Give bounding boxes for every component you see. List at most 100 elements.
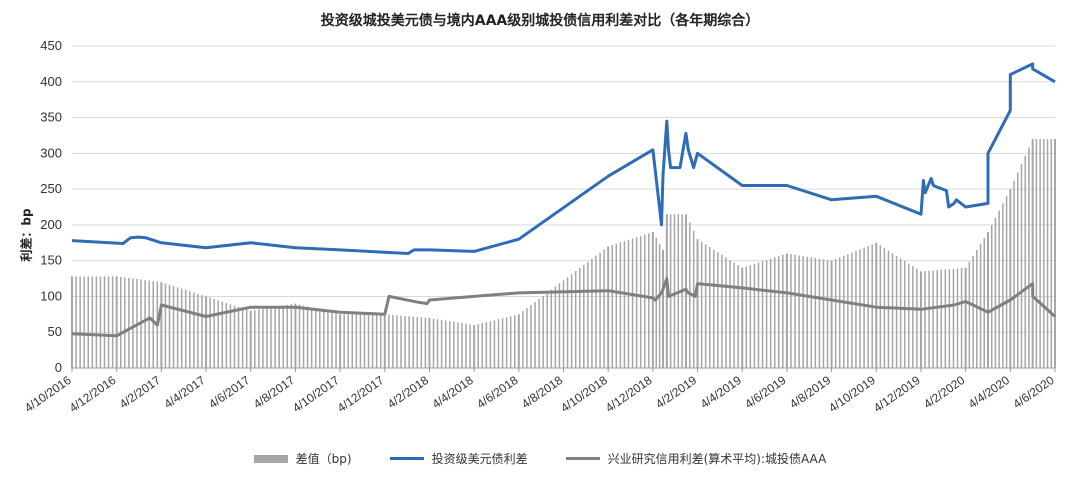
bar bbox=[376, 314, 378, 368]
bar bbox=[335, 313, 337, 368]
bar bbox=[616, 244, 618, 368]
bar bbox=[770, 259, 772, 368]
bar bbox=[591, 259, 593, 368]
bar bbox=[400, 316, 402, 368]
bar bbox=[425, 318, 427, 368]
bar bbox=[100, 276, 102, 368]
bar bbox=[534, 302, 536, 368]
bar bbox=[453, 322, 455, 368]
bar bbox=[640, 236, 642, 368]
bar bbox=[725, 257, 727, 368]
bar bbox=[274, 307, 276, 368]
bar bbox=[343, 314, 345, 368]
bar bbox=[412, 317, 414, 368]
bar bbox=[193, 293, 195, 368]
chart-title: 投资级城投美元债与境内AAA级别城投债信用利差对比（各年期综合） bbox=[0, 10, 1080, 30]
bar bbox=[782, 255, 784, 368]
bar bbox=[177, 287, 179, 368]
bar bbox=[294, 304, 296, 368]
bar bbox=[1051, 139, 1053, 368]
bar bbox=[347, 314, 349, 368]
legend-item: 投资级美元债利差 bbox=[390, 450, 528, 467]
bar bbox=[1036, 139, 1038, 368]
bar bbox=[87, 276, 89, 368]
bar bbox=[461, 323, 463, 368]
bar bbox=[1002, 203, 1004, 368]
x-tick-label: 4/4/2018 bbox=[430, 373, 477, 411]
x-tick-label: 4/6/2019 bbox=[742, 373, 789, 411]
bar bbox=[547, 293, 549, 368]
legend-bar-swatch bbox=[254, 455, 288, 463]
bar bbox=[936, 270, 938, 368]
bar bbox=[518, 314, 520, 368]
bar bbox=[794, 255, 796, 368]
bar bbox=[896, 256, 898, 368]
x-tick-label: 4/2/2017 bbox=[117, 373, 164, 411]
bar bbox=[953, 269, 955, 368]
bar bbox=[181, 289, 183, 368]
bar bbox=[441, 320, 443, 368]
bar bbox=[315, 308, 317, 368]
bar bbox=[299, 305, 301, 368]
x-tick-label: 4/10/2017 bbox=[290, 373, 342, 415]
x-tick-label: 4/2/2020 bbox=[921, 373, 968, 411]
bar bbox=[823, 259, 825, 368]
y-tick-label: 100 bbox=[40, 288, 62, 303]
bar bbox=[713, 250, 715, 368]
bar bbox=[104, 276, 106, 368]
bar bbox=[169, 285, 171, 368]
y-tick-label: 250 bbox=[40, 181, 62, 196]
bar bbox=[611, 245, 613, 368]
bar bbox=[709, 247, 711, 368]
bar bbox=[957, 268, 959, 368]
bar bbox=[969, 262, 971, 368]
bar bbox=[928, 271, 930, 368]
bar bbox=[498, 319, 500, 368]
bar bbox=[96, 276, 98, 368]
x-tick-label: 4/4/2019 bbox=[698, 373, 745, 411]
x-tick-label: 4/4/2020 bbox=[966, 373, 1013, 411]
x-tick-label: 4/4/2017 bbox=[161, 373, 208, 411]
bar bbox=[307, 307, 309, 368]
x-tick-label: 4/2/2019 bbox=[653, 373, 700, 411]
x-tick-label: 4/10/2016 bbox=[22, 373, 74, 415]
bar bbox=[120, 277, 122, 368]
bar bbox=[835, 259, 837, 368]
bar bbox=[250, 311, 252, 368]
bar bbox=[542, 296, 544, 368]
bar bbox=[1006, 196, 1008, 368]
bar bbox=[197, 294, 199, 368]
bar bbox=[746, 267, 748, 368]
bar bbox=[364, 314, 366, 368]
bar bbox=[851, 253, 853, 368]
bar bbox=[71, 276, 73, 368]
bar bbox=[741, 268, 743, 368]
bar bbox=[506, 317, 508, 368]
bar bbox=[530, 305, 532, 368]
bar bbox=[843, 256, 845, 368]
bar bbox=[526, 308, 528, 368]
y-axis-label-box: 利差：bp bbox=[6, 200, 46, 270]
bar bbox=[786, 254, 788, 368]
x-tick-label: 4/6/2020 bbox=[1010, 373, 1057, 411]
bar bbox=[916, 269, 918, 368]
bar bbox=[148, 281, 150, 368]
bar bbox=[717, 252, 719, 368]
bar bbox=[465, 324, 467, 368]
bar bbox=[1017, 172, 1019, 368]
bar bbox=[514, 315, 516, 368]
bar bbox=[620, 242, 622, 368]
bar bbox=[587, 262, 589, 368]
bar bbox=[287, 305, 289, 368]
bar bbox=[662, 250, 664, 368]
bar bbox=[941, 270, 943, 368]
bar bbox=[1043, 139, 1045, 368]
bar bbox=[839, 257, 841, 368]
bar bbox=[408, 316, 410, 368]
bar bbox=[522, 311, 524, 368]
bar bbox=[949, 269, 951, 368]
legend-line-swatch bbox=[566, 457, 600, 460]
bar bbox=[972, 256, 974, 368]
legend-label: 兴业研究信用利差(算术平均):城投债AAA bbox=[608, 450, 827, 467]
bar bbox=[372, 314, 374, 368]
